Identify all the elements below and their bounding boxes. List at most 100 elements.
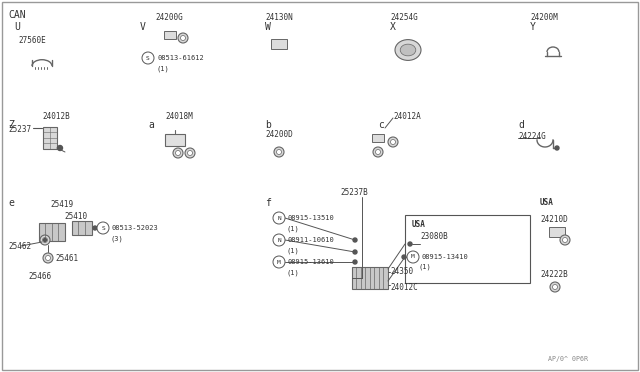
Text: 24210D: 24210D	[540, 215, 568, 224]
Ellipse shape	[395, 39, 421, 60]
Bar	[39, 223, 65, 241]
Circle shape	[40, 235, 50, 245]
Text: 08513-52023: 08513-52023	[112, 225, 159, 231]
Text: 23080B: 23080B	[420, 232, 448, 241]
Text: 25466: 25466	[28, 272, 51, 281]
Circle shape	[390, 140, 396, 144]
Bar	[549, 227, 565, 237]
Text: S: S	[146, 55, 150, 61]
Circle shape	[373, 147, 383, 157]
Bar	[43, 127, 57, 149]
Bar	[352, 267, 388, 289]
Text: 24200M: 24200M	[530, 13, 557, 22]
Text: 24012A: 24012A	[393, 112, 420, 121]
Circle shape	[93, 226, 97, 230]
Text: (3): (3)	[111, 235, 124, 241]
Text: 24350: 24350	[390, 267, 413, 276]
Text: 08915-13410: 08915-13410	[422, 254, 468, 260]
Bar	[164, 31, 176, 39]
Text: V: V	[140, 22, 146, 32]
Circle shape	[45, 256, 51, 260]
Text: 25237B: 25237B	[340, 188, 368, 197]
Text: 24222B: 24222B	[540, 270, 568, 279]
Text: 24224G: 24224G	[518, 132, 546, 141]
Text: 08915-13510: 08915-13510	[288, 215, 335, 221]
Circle shape	[560, 235, 570, 245]
Circle shape	[408, 242, 412, 246]
Text: (1): (1)	[157, 65, 170, 71]
Text: 24254G: 24254G	[390, 13, 418, 22]
Bar	[72, 221, 92, 235]
Circle shape	[142, 52, 154, 64]
Circle shape	[563, 237, 568, 243]
Text: f: f	[265, 198, 271, 208]
Bar	[165, 134, 185, 146]
Text: M: M	[411, 254, 415, 260]
Text: N: N	[277, 215, 281, 221]
Text: 24200D: 24200D	[265, 130, 292, 139]
Circle shape	[44, 238, 47, 241]
Circle shape	[273, 212, 285, 224]
Text: 25237: 25237	[8, 125, 31, 134]
Circle shape	[273, 234, 285, 246]
Circle shape	[376, 150, 381, 154]
Ellipse shape	[400, 44, 416, 56]
Circle shape	[97, 222, 109, 234]
Text: Z: Z	[8, 120, 14, 130]
Text: U: U	[14, 22, 20, 32]
Text: 25419: 25419	[50, 200, 73, 209]
Text: AP/0^ 0P6R: AP/0^ 0P6R	[548, 356, 588, 362]
Text: X: X	[390, 22, 396, 32]
Circle shape	[555, 146, 559, 150]
Circle shape	[173, 148, 183, 158]
Circle shape	[353, 250, 357, 254]
Bar	[405, 215, 530, 283]
Text: M: M	[277, 260, 281, 264]
Text: 24018M: 24018M	[165, 112, 193, 121]
Text: (1): (1)	[287, 247, 300, 253]
Circle shape	[550, 282, 560, 292]
Text: 08915-13610: 08915-13610	[288, 259, 335, 265]
Text: N: N	[277, 237, 281, 243]
Circle shape	[274, 147, 284, 157]
Circle shape	[388, 137, 398, 147]
Text: USA: USA	[412, 220, 426, 229]
Bar	[372, 134, 384, 142]
Text: 24130N: 24130N	[265, 13, 292, 22]
Text: 24012B: 24012B	[42, 112, 70, 121]
Circle shape	[353, 260, 357, 264]
Text: d: d	[518, 120, 524, 130]
Text: 25410: 25410	[64, 212, 87, 221]
Circle shape	[185, 148, 195, 158]
Circle shape	[402, 255, 406, 259]
Circle shape	[43, 253, 53, 263]
Circle shape	[42, 237, 47, 243]
Circle shape	[273, 256, 285, 268]
Text: (1): (1)	[287, 269, 300, 276]
Text: b: b	[265, 120, 271, 130]
Circle shape	[552, 285, 557, 289]
Text: W: W	[265, 22, 271, 32]
Circle shape	[407, 251, 419, 263]
Circle shape	[353, 238, 357, 242]
Text: c: c	[378, 120, 384, 130]
Text: 25461: 25461	[55, 254, 78, 263]
Circle shape	[175, 151, 180, 155]
Text: 08911-10610: 08911-10610	[288, 237, 335, 243]
Circle shape	[58, 145, 63, 151]
Circle shape	[188, 151, 193, 155]
Text: (1): (1)	[287, 225, 300, 231]
Text: USA: USA	[540, 198, 554, 207]
Text: Y: Y	[530, 22, 536, 32]
Text: 08513-61612: 08513-61612	[157, 55, 204, 61]
Text: a: a	[148, 120, 154, 130]
Text: 27560E: 27560E	[18, 36, 45, 45]
Bar	[271, 39, 287, 49]
Text: S: S	[101, 225, 105, 231]
Text: e: e	[8, 198, 14, 208]
Circle shape	[180, 35, 186, 41]
Text: 24200G: 24200G	[155, 13, 183, 22]
Circle shape	[178, 33, 188, 43]
Text: 25462: 25462	[8, 242, 31, 251]
Text: 24012C: 24012C	[390, 283, 418, 292]
